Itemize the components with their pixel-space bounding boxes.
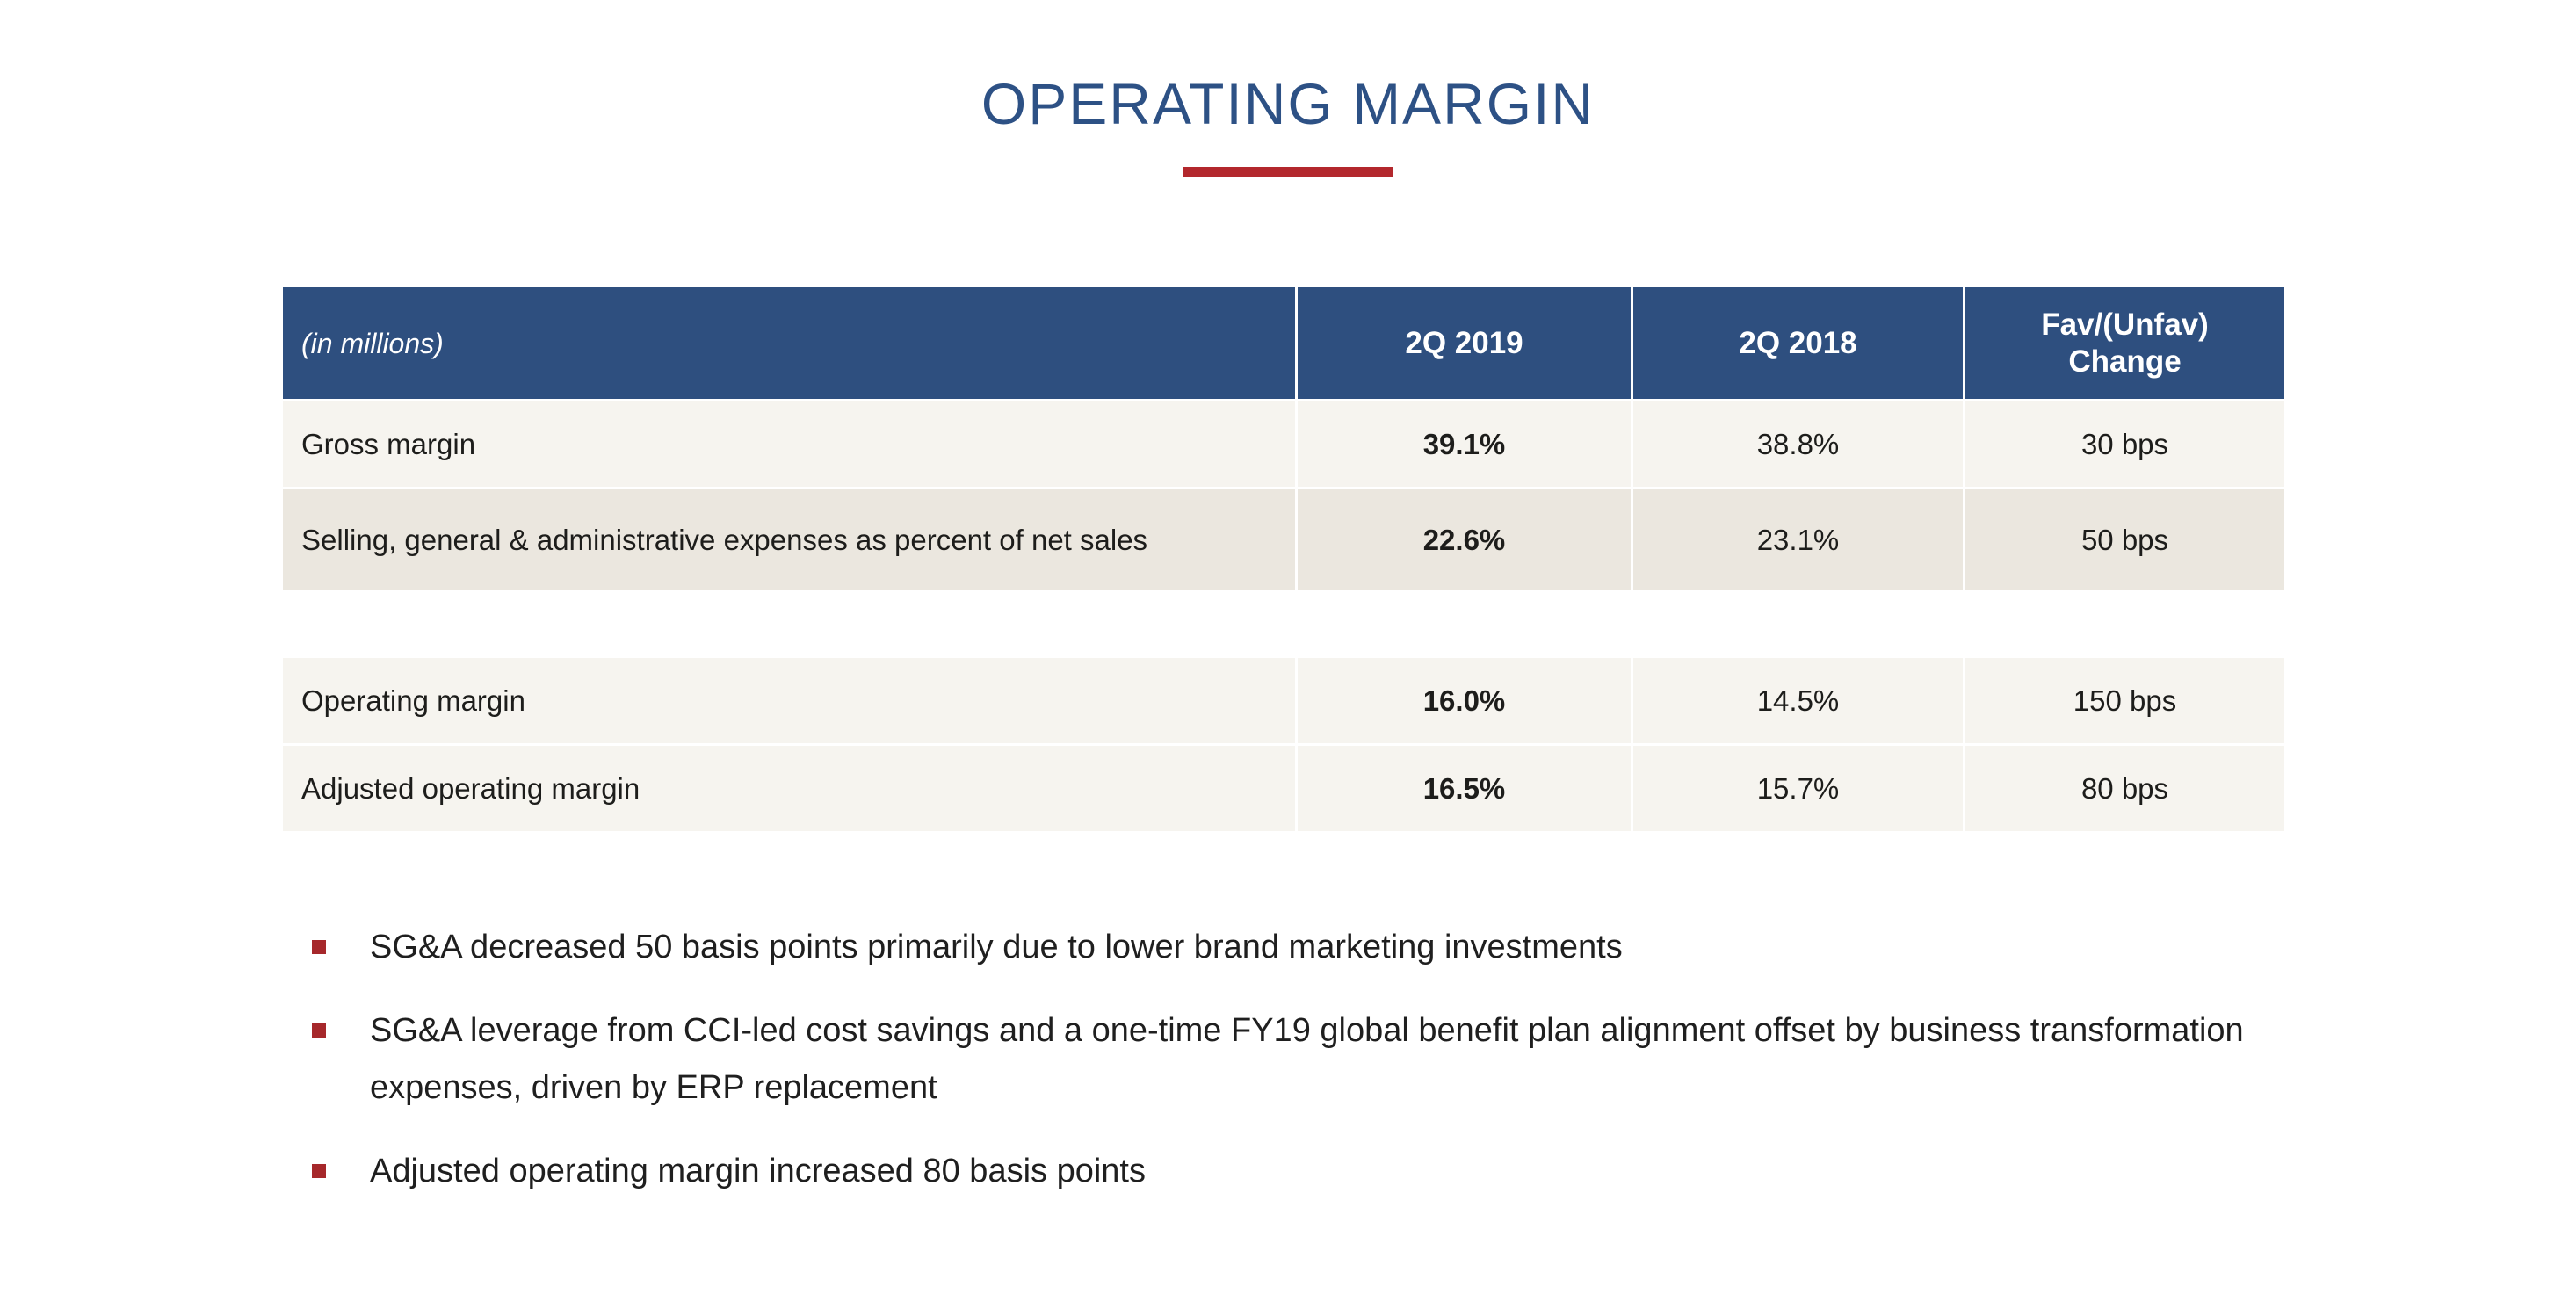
page-title: OPERATING MARGIN xyxy=(980,71,1596,136)
value-change: 50 bps xyxy=(1963,489,2284,590)
value-2q2018: 38.8% xyxy=(1631,401,1963,487)
table-header-row: (in millions) 2Q 2019 2Q 2018 Fav/(Unfav… xyxy=(283,287,2284,399)
table-row-operating-margin: Operating margin 16.0% 14.5% 150 bps xyxy=(283,655,2284,743)
list-item: SG&A decreased 50 basis points primarily… xyxy=(312,919,2333,976)
title-accent-rule xyxy=(1183,167,1393,177)
row-label: Selling, general & administrative expens… xyxy=(301,523,1148,556)
operating-margin-table: (in millions) 2Q 2019 2Q 2018 Fav/(Unfav… xyxy=(283,287,2284,831)
bullet-text: Adjusted operating margin increased 80 b… xyxy=(370,1153,1146,1190)
value-change: 80 bps xyxy=(1963,746,2284,831)
bullet-square-icon xyxy=(312,1164,326,1178)
list-item: Adjusted operating margin increased 80 b… xyxy=(312,1143,2333,1200)
table-row-adjusted-operating-margin: Adjusted operating margin 16.5% 15.7% 80… xyxy=(283,743,2284,831)
table-row-sga: Selling, general & administrative expens… xyxy=(283,487,2284,590)
value-change: 150 bps xyxy=(1963,658,2284,743)
col-header-change: Fav/(Unfav) Change xyxy=(1963,287,2284,399)
value-2q2019: 39.1% xyxy=(1295,401,1631,487)
bullet-text: SG&A decreased 50 basis points primarily… xyxy=(370,929,1623,965)
value-2q2018: 23.1% xyxy=(1631,489,1963,590)
list-item: SG&A leverage from CCI-led cost savings … xyxy=(312,1002,2333,1117)
value-2q2018: 15.7% xyxy=(1631,746,1963,831)
row-label: Operating margin xyxy=(301,683,525,717)
col-header-in-millions: (in millions) xyxy=(301,327,444,359)
row-label: Adjusted operating margin xyxy=(301,771,640,805)
title-block: OPERATING MARGIN xyxy=(0,0,2576,177)
value-change: 30 bps xyxy=(1963,401,2284,487)
table-row-gross-margin: Gross margin 39.1% 38.8% 30 bps xyxy=(283,399,2284,487)
bullet-square-icon xyxy=(312,1023,326,1038)
bullet-square-icon xyxy=(312,940,326,954)
value-2q2019: 16.0% xyxy=(1295,658,1631,743)
row-label: Gross margin xyxy=(301,427,476,460)
col-header-2q2018: 2Q 2018 xyxy=(1631,287,1963,399)
col-header-2q2019: 2Q 2019 xyxy=(1295,287,1631,399)
table-spacer xyxy=(283,590,2284,655)
value-2q2019: 22.6% xyxy=(1295,489,1631,590)
bullet-list: SG&A decreased 50 basis points primarily… xyxy=(312,919,2333,1200)
value-2q2018: 14.5% xyxy=(1631,658,1963,743)
value-2q2019: 16.5% xyxy=(1295,746,1631,831)
bullet-text: SG&A leverage from CCI-led cost savings … xyxy=(370,1012,2244,1106)
